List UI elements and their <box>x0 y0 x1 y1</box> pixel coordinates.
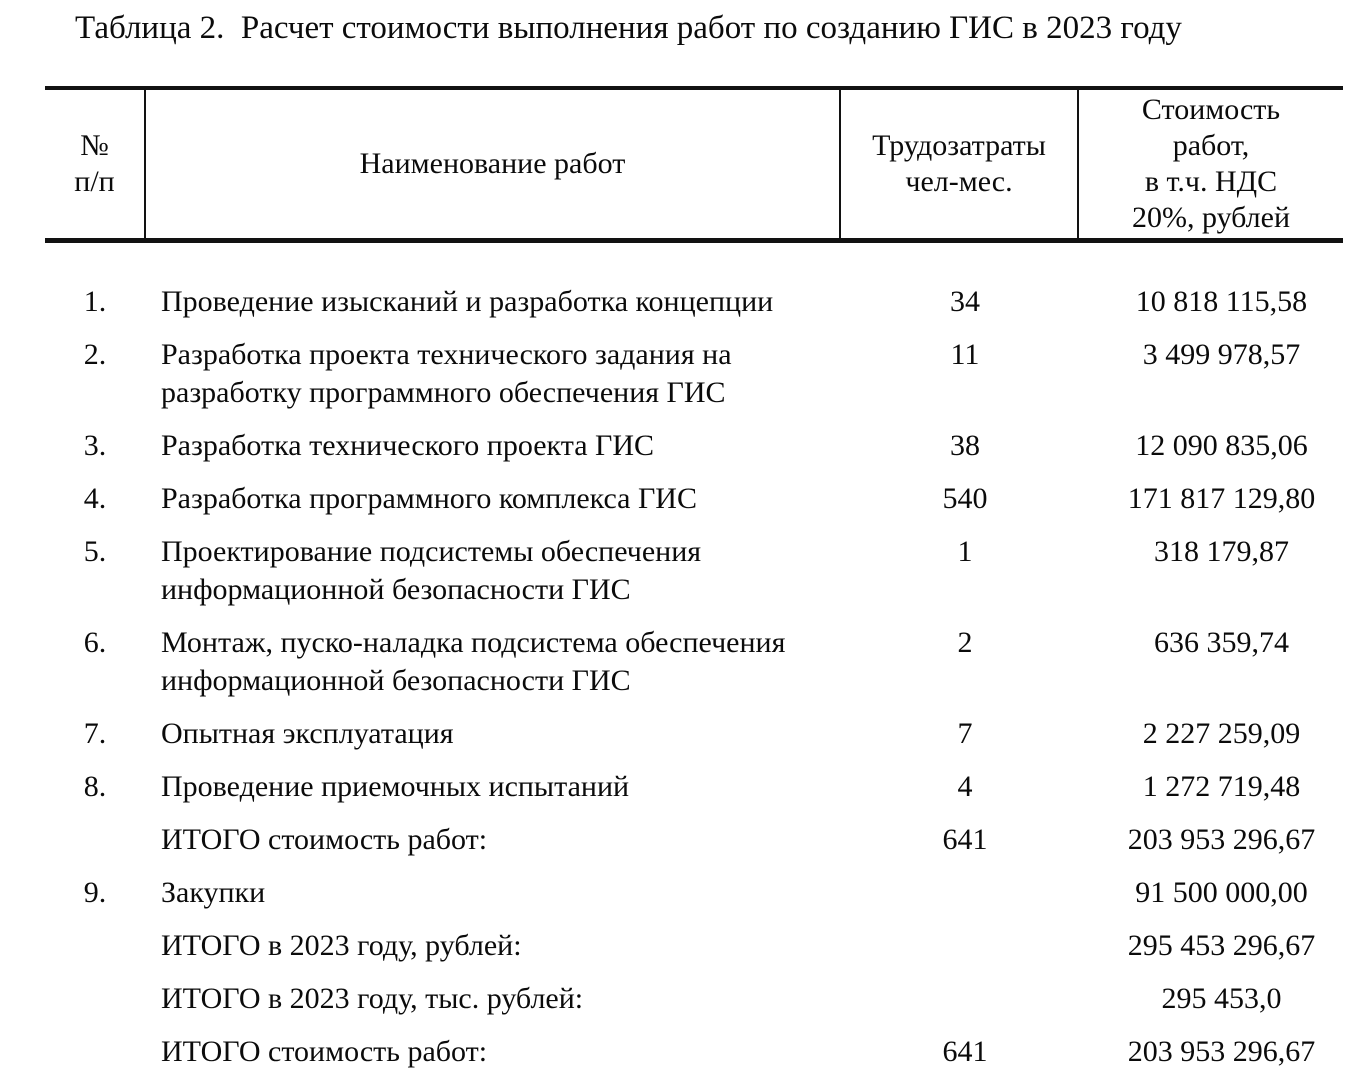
work-name-cell: ИТОГО стоимость работ: <box>161 823 488 856</box>
cost-cell: 318 179,87 <box>1154 535 1289 568</box>
table-row: 2. Разработка проекта технического задан… <box>45 328 1343 419</box>
work-name-cell: ИТОГО в 2023 году, тыс. рублей: <box>161 982 584 1015</box>
table-row: 5. Проектирование подсистемы обеспечения… <box>45 525 1343 616</box>
work-name-cell: ИТОГО в 2023 году, рублей: <box>161 929 522 962</box>
table-row: 1. Проведение изысканий и разработка кон… <box>45 241 1343 329</box>
row-number-cell: 3. <box>83 429 107 462</box>
work-name-cell: Закупки <box>161 876 266 909</box>
labor-cell: 2 <box>957 626 973 659</box>
work-name-cell: Проведение приемочных испытаний <box>161 770 630 803</box>
work-name-cell: Разработка программного комплекса ГИС <box>161 482 697 515</box>
labor-cell: 7 <box>957 717 973 750</box>
table-row: 7. Опытная эксплуатация 7 2 227 259,09 <box>45 707 1343 760</box>
cost-cell: 295 453 296,67 <box>1127 929 1316 962</box>
labor-cell: 641 <box>942 1035 988 1068</box>
labor-cell: 34 <box>950 285 980 318</box>
table-caption: Таблица 2. Расчет стоимости выполнения р… <box>75 10 1182 46</box>
cost-cell: 636 359,74 <box>1154 626 1289 659</box>
cost-cell: 10 818 115,58 <box>1135 285 1308 318</box>
table-row-total: ИТОГО в 2023 году, тыс. рублей: 295 453,… <box>45 972 1343 1025</box>
table-row-total: ИТОГО в 2023 году, рублей: 295 453 296,6… <box>45 919 1343 972</box>
row-number-cell: 8. <box>83 770 107 803</box>
work-name-cell: Монтаж, пуско-наладка подсистема обеспеч… <box>161 626 786 697</box>
cost-cell: 91 500 000,00 <box>1135 876 1308 909</box>
cost-cell: 203 953 296,67 <box>1127 1035 1316 1068</box>
labor-cell: 4 <box>957 770 973 803</box>
row-number-cell: 4. <box>83 482 107 515</box>
header-labor-costs: Трудозатраты чел-мес. <box>839 86 1078 243</box>
work-name-cell: Разработка технического проекта ГИС <box>161 429 655 462</box>
cost-cell: 12 090 835,06 <box>1135 429 1308 462</box>
cost-table: № п/п Наименование работ Трудозатраты че… <box>45 86 1343 1078</box>
table-row-total: ИТОГО стоимость работ: 641 203 953 296,6… <box>45 813 1343 866</box>
row-number-cell <box>45 972 145 1025</box>
row-number-cell: 1. <box>83 285 107 318</box>
cost-cell: 295 453,0 <box>1161 982 1282 1015</box>
table-row: 3. Разработка технического проекта ГИС 3… <box>45 419 1343 472</box>
table-row: 8. Проведение приемочных испытаний 4 1 2… <box>45 760 1343 813</box>
cost-cell: 171 817 129,80 <box>1127 482 1316 515</box>
row-number-cell <box>45 1025 145 1078</box>
work-name-cell: Опытная эксплуатация <box>161 717 454 750</box>
table-row: 6. Монтаж, пуско-наладка подсистема обес… <box>45 616 1343 707</box>
row-number-cell: 7. <box>83 717 107 750</box>
work-name-cell: Разработка проекта технического задания … <box>161 338 732 409</box>
header-row: № п/п Наименование работ Трудозатраты че… <box>45 86 1343 243</box>
cost-cell: 1 272 719,48 <box>1142 770 1301 803</box>
row-number-cell: 2. <box>83 338 107 371</box>
cost-cell: 203 953 296,67 <box>1127 823 1316 856</box>
labor-cell: 540 <box>942 482 988 515</box>
labor-cell <box>840 866 1078 919</box>
labor-cell: 11 <box>950 338 980 371</box>
row-number-cell <box>45 813 145 866</box>
work-name-cell: Проектирование подсистемы обеспечения ин… <box>161 535 702 606</box>
row-number-cell: 6. <box>83 626 107 659</box>
row-number-cell <box>45 919 145 972</box>
labor-cell <box>840 919 1078 972</box>
labor-cell: 1 <box>957 535 973 568</box>
header-work-cost: Стоимость работ, в т.ч. НДС 20%, рублей <box>1077 86 1343 243</box>
cost-cell: 3 499 978,57 <box>1142 338 1301 371</box>
row-number-cell: 9. <box>83 876 107 909</box>
labor-cell: 641 <box>942 823 988 856</box>
labor-cell: 38 <box>950 429 980 462</box>
table-row: 9. Закупки 91 500 000,00 <box>45 866 1343 919</box>
cost-cell: 2 227 259,09 <box>1142 717 1301 750</box>
table-row-total: ИТОГО стоимость работ: 641 203 953 296,6… <box>45 1025 1343 1078</box>
row-number-cell: 5. <box>83 535 107 568</box>
header-row-number: № п/п <box>45 86 145 243</box>
work-name-cell: Проведение изысканий и разработка концеп… <box>161 285 774 318</box>
table-row: 4. Разработка программного комплекса ГИС… <box>45 472 1343 525</box>
header-work-name: Наименование работ <box>144 86 840 243</box>
work-name-cell: ИТОГО стоимость работ: <box>161 1035 488 1068</box>
labor-cell <box>840 972 1078 1025</box>
